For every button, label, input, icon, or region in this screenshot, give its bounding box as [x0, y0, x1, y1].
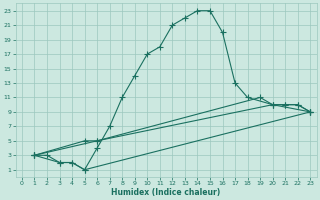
- X-axis label: Humidex (Indice chaleur): Humidex (Indice chaleur): [111, 188, 221, 197]
